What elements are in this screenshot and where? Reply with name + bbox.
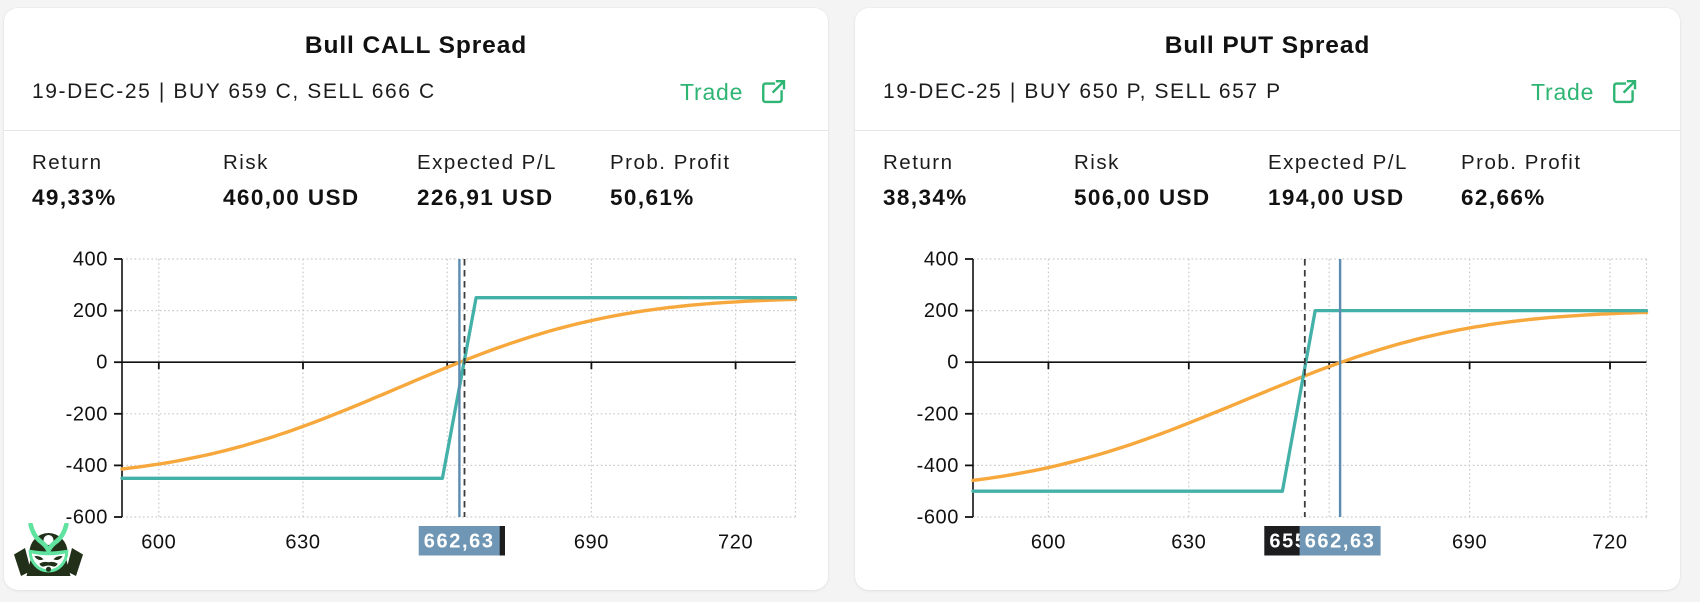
svg-text:690: 690 (1452, 532, 1487, 554)
svg-text:400: 400 (924, 249, 959, 271)
svg-text:-200: -200 (66, 403, 108, 425)
svg-text:-600: -600 (917, 507, 959, 529)
svg-text:662,63: 662,63 (1305, 531, 1376, 553)
svg-text:600: 600 (141, 532, 176, 554)
svg-text:0: 0 (96, 352, 108, 374)
svg-text:720: 720 (1592, 532, 1627, 554)
svg-text:600: 600 (1031, 532, 1066, 554)
svg-text:-600: -600 (66, 507, 108, 529)
svg-text:-200: -200 (917, 403, 959, 425)
svg-text:630: 630 (1171, 532, 1206, 554)
svg-text:0: 0 (947, 352, 959, 374)
svg-text:200: 200 (924, 300, 959, 322)
svg-text:720: 720 (718, 532, 753, 554)
svg-text:-400: -400 (917, 455, 959, 477)
svg-text:400: 400 (73, 249, 108, 271)
svg-text:630: 630 (285, 532, 320, 554)
svg-text:200: 200 (73, 300, 108, 322)
svg-text:662,63: 662,63 (424, 531, 495, 553)
svg-text:690: 690 (574, 532, 609, 554)
svg-text:-400: -400 (66, 455, 108, 477)
